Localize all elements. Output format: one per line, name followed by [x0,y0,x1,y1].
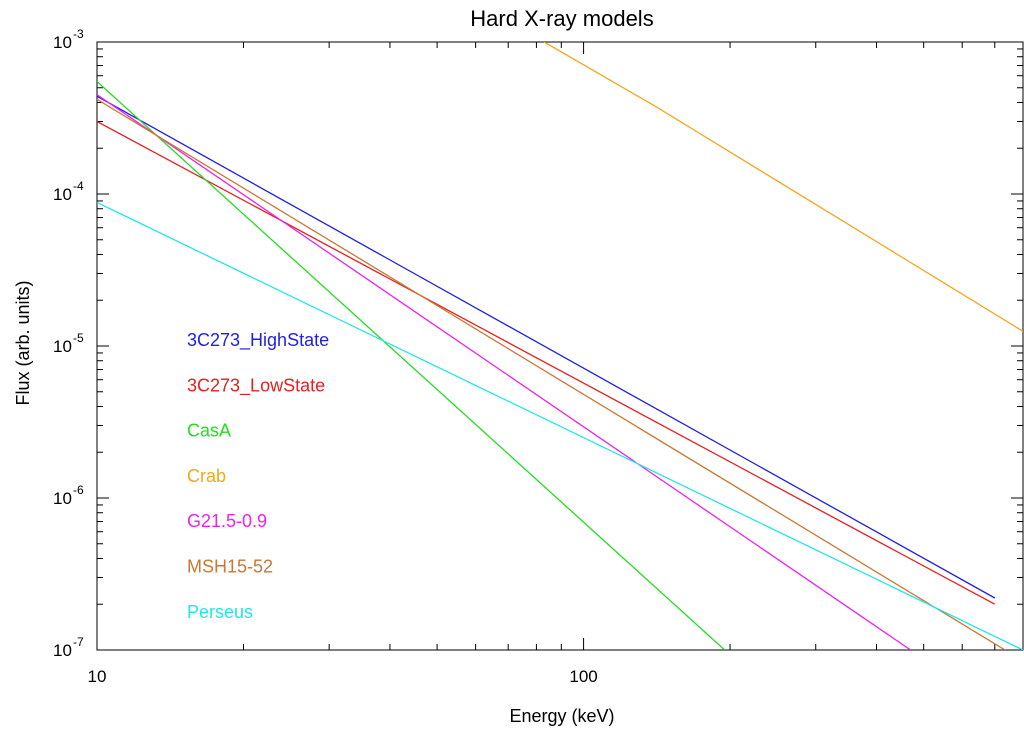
y-tick-label: 10 -4 [53,179,84,204]
series-line-Perseus [97,201,1023,650]
series-layer [97,42,1023,650]
legend-entry: Perseus [187,602,253,622]
y-axis-label: Flux (arb. units) [13,280,33,405]
y-tick-exponent: -4 [73,179,84,193]
legend: 3C273_HighState 3C273_LowState CasA Crab G21… [187,330,329,622]
y-tick-base: 10 [53,489,72,508]
legend-entry: 3C273_LowState [187,375,325,396]
legend-entry: G21.5-0.9 [187,511,267,531]
series-line-Crab [543,42,1023,332]
x-tick-label: 100 [569,667,597,686]
legend-entry: Crab [187,466,226,486]
y-tick-label: 10 -7 [53,635,84,660]
x-tick-label: 10 [88,667,107,686]
y-tick-base: 10 [53,185,72,204]
series-line-3C273_HighState [97,95,996,599]
y-tick-base: 10 [53,33,72,52]
series-line-MSH15-52 [97,98,1006,650]
y-tick-exponent: -7 [73,635,84,649]
chart-title: Hard X-ray models [470,6,653,31]
series-line-3C273_LowState [97,120,996,605]
y-tick-label: 10 -6 [53,483,84,508]
legend-entry: MSH15-52 [187,557,273,577]
y-tick-label: 10 -3 [53,27,84,52]
legend-entry: 3C273_HighState [187,330,329,351]
legend-entry: CasA [187,421,231,441]
y-tick-exponent: -3 [73,27,84,41]
y-tick-base: 10 [53,337,72,356]
y-tick-label: 10 -5 [53,331,84,356]
x-axis-label: Energy (keV) [509,706,614,726]
y-tick-exponent: -6 [73,483,84,497]
series-line-G21.5-0.9 [97,94,911,650]
series-line-CasA [97,81,726,650]
y-tick-base: 10 [53,641,72,660]
y-tick-exponent: -5 [73,331,84,345]
